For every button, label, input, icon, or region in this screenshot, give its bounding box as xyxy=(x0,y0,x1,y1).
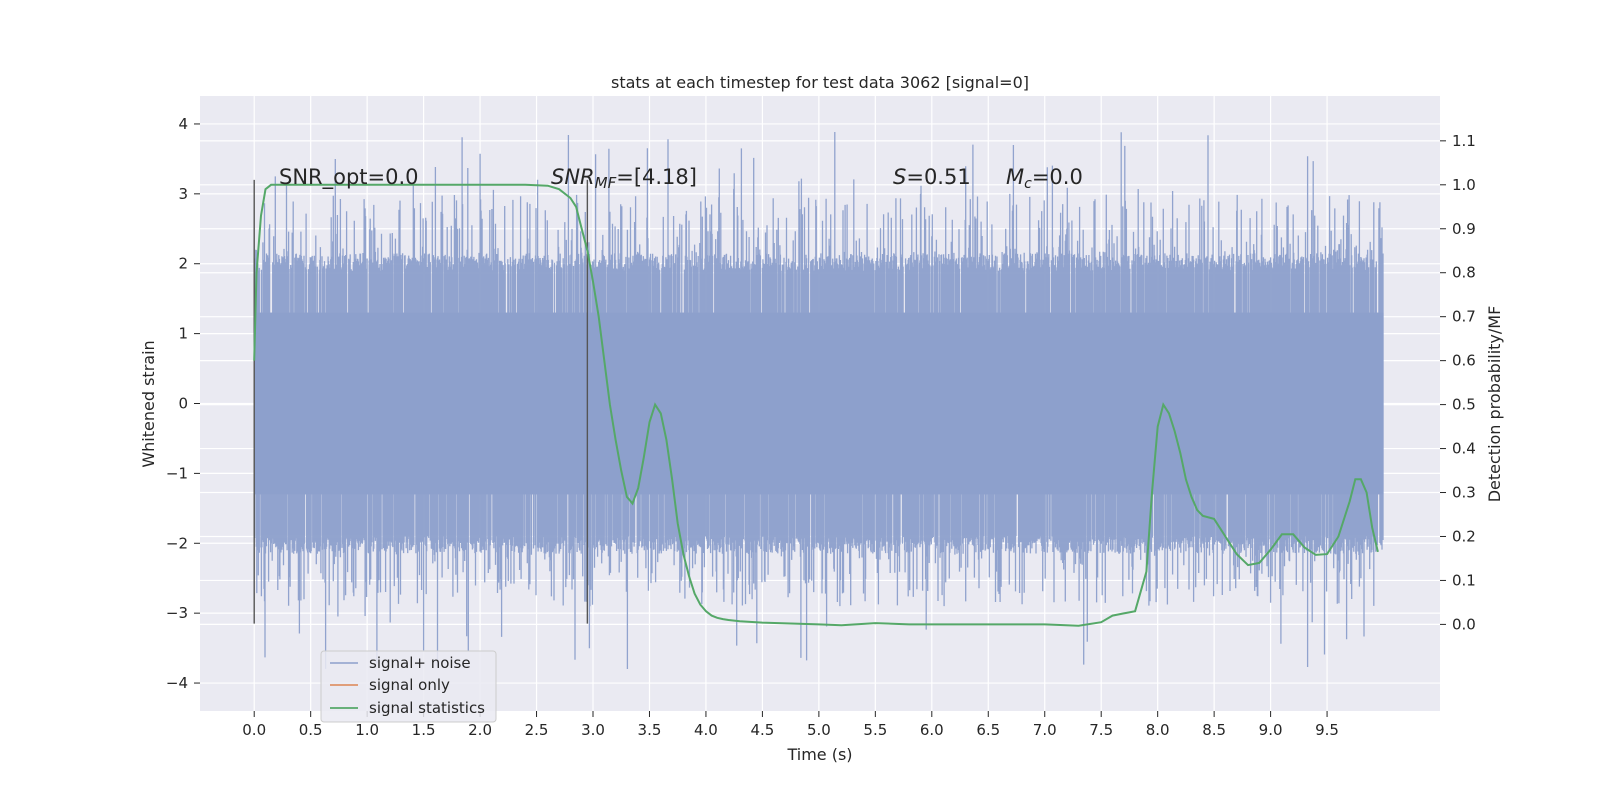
annotation-s-symbol: S xyxy=(893,165,906,189)
annotation-snr-mf: SNRMF=[4.18] xyxy=(551,165,697,192)
y-axis-label: Whitened strain xyxy=(139,340,158,467)
x-tick-label: 8.5 xyxy=(1202,721,1226,739)
x-tick-label: 0.0 xyxy=(242,721,266,739)
y-tick-label: −4 xyxy=(166,674,188,692)
x-tick-label: 6.5 xyxy=(976,721,1000,739)
annotation-mc-sub: c xyxy=(1024,176,1032,192)
y2-axis-ticks: 1.1 1.0 0.9 0.8 0.7 0.6 0.5 0.4 0.3 0.2 0.1 0.0 xyxy=(1440,132,1476,633)
legend-label-signal-only: signal only xyxy=(369,676,450,694)
x-tick-label: 4.0 xyxy=(694,721,718,739)
y2-tick-label: 1.0 xyxy=(1452,176,1476,194)
x-tick-label: 3.5 xyxy=(638,721,662,739)
y-tick-label: 4 xyxy=(178,115,188,133)
annotation-mc-value: =0.0 xyxy=(1032,165,1083,189)
y2-tick-label: 0.2 xyxy=(1452,527,1476,545)
x-tick-label: 1.0 xyxy=(355,721,379,739)
y2-axis-label: Detection probability/MF xyxy=(1485,306,1504,503)
y2-tick-label: 0.7 xyxy=(1452,308,1476,326)
annotation-s-value: =0.51 xyxy=(906,165,970,189)
noise-series xyxy=(253,132,1384,669)
x-axis-label: Time (s) xyxy=(786,745,852,764)
annotation-mc-symbol: M xyxy=(1006,165,1024,189)
stats-series xyxy=(253,183,1379,627)
y2-tick-label: 0.1 xyxy=(1452,571,1476,589)
y2-tick-label: 1.1 xyxy=(1452,132,1476,150)
legend-label-signal-noise: signal+ noise xyxy=(369,654,471,672)
y2-tick-label: 0.3 xyxy=(1452,484,1476,502)
x-tick-label: 9.0 xyxy=(1259,721,1283,739)
y2-tick-label: 0.9 xyxy=(1452,220,1476,238)
y-tick-label: −2 xyxy=(166,534,188,552)
annotation-snr-mf-symbol: SNR xyxy=(551,165,595,189)
annotation-mc: Mc=0.0 xyxy=(1006,165,1083,192)
x-tick-label: 9.5 xyxy=(1315,721,1339,739)
y-tick-label: 0 xyxy=(178,395,188,413)
x-tick-label: 4.5 xyxy=(750,721,774,739)
x-tick-label: 0.5 xyxy=(299,721,323,739)
y2-tick-label: 0.8 xyxy=(1452,264,1476,282)
x-tick-label: 5.5 xyxy=(863,721,887,739)
x-tick-label: 2.0 xyxy=(468,721,492,739)
annotation-snr-mf-sub: MF xyxy=(595,174,617,192)
y2-tick-label: 0.0 xyxy=(1452,615,1476,633)
x-tick-label: 1.5 xyxy=(412,721,436,739)
x-axis-ticks: 0.0 0.5 1.0 1.5 2.0 2.5 3.0 3.5 4.0 4.5 5.0 5.5 6.0 6… xyxy=(242,711,1339,739)
legend-box xyxy=(320,650,497,723)
stats-line xyxy=(253,183,1379,627)
y2-tick-label: 0.4 xyxy=(1452,440,1476,458)
x-tick-label: 2.5 xyxy=(525,721,549,739)
annotation-snr-opt: SNR_opt=0.0 xyxy=(279,165,419,190)
chart-title: stats at each timestep for test data 306… xyxy=(611,73,1029,92)
y-tick-label: 3 xyxy=(178,185,188,203)
x-tick-label: 7.5 xyxy=(1089,721,1113,739)
annotation-s: S=0.51 xyxy=(893,165,971,189)
y2-tick-label: 0.5 xyxy=(1452,396,1476,414)
y-tick-label: 2 xyxy=(178,255,188,273)
x-tick-label: 6.0 xyxy=(920,721,944,739)
x-tick-label: 5.0 xyxy=(807,721,831,739)
annotation-snr-mf-value: =[4.18] xyxy=(616,165,697,189)
x-tick-label: 8.0 xyxy=(1146,721,1170,739)
y-tick-label: 1 xyxy=(178,325,188,343)
legend: signal+ noise signal only signal statist… xyxy=(320,650,497,723)
y-tick-label: −1 xyxy=(166,464,188,482)
y2-tick-label: 0.6 xyxy=(1452,352,1476,370)
legend-label-signal-statistics: signal statistics xyxy=(369,699,485,717)
x-tick-label: 3.0 xyxy=(581,721,605,739)
y-axis-ticks: 4 3 2 1 0 −1 −2 −3 −4 xyxy=(166,115,200,692)
y-tick-label: −3 xyxy=(166,604,188,622)
x-tick-label: 7.0 xyxy=(1033,721,1057,739)
